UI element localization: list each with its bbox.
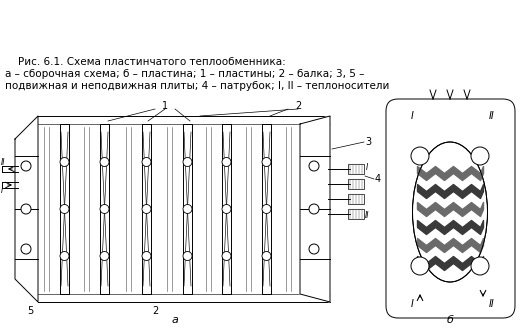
Text: а: а [171,315,178,325]
Text: Рис. 6.1. Схема пластинчатого теплообменника:: Рис. 6.1. Схема пластинчатого теплообмен… [18,57,286,67]
Circle shape [471,257,489,275]
Text: I: I [411,111,414,121]
Bar [348,164,364,174]
Circle shape [411,257,429,275]
Circle shape [309,161,319,171]
Circle shape [309,244,319,254]
Bar [424,99,476,104]
Circle shape [21,244,31,254]
Circle shape [60,252,69,261]
Circle shape [222,204,231,213]
Text: I: I [1,185,3,194]
Circle shape [142,252,151,261]
Circle shape [262,204,271,213]
Circle shape [142,158,151,167]
Circle shape [222,158,231,167]
Bar [60,124,69,294]
Circle shape [471,147,489,165]
Circle shape [183,252,192,261]
Text: б: б [446,315,453,325]
Bar [142,124,151,294]
Circle shape [183,204,192,213]
Text: II: II [489,299,495,309]
Circle shape [21,161,31,171]
Circle shape [222,252,231,261]
Circle shape [21,204,31,214]
Circle shape [411,147,429,165]
Circle shape [309,204,319,214]
Bar [348,209,364,219]
Text: I: I [366,163,368,171]
Circle shape [262,252,271,261]
Circle shape [60,158,69,167]
Text: II: II [489,111,495,121]
Text: 1: 1 [162,101,168,111]
Text: а – сборочная схема; б – пластина; 1 – пластины; 2 – балка; 3, 5 –: а – сборочная схема; б – пластина; 1 – п… [5,69,364,79]
Circle shape [100,252,109,261]
Ellipse shape [413,142,488,282]
Bar [348,194,364,204]
Bar [432,104,469,111]
Text: 5: 5 [27,306,33,316]
Polygon shape [300,116,330,302]
Text: подвижная и неподвижная плиты; 4 – патрубок; I, II – теплоносители: подвижная и неподвижная плиты; 4 – патру… [5,81,389,91]
Text: II: II [365,211,369,220]
Bar [222,124,231,294]
Circle shape [60,204,69,213]
Circle shape [183,158,192,167]
Bar [100,124,109,294]
Circle shape [142,204,151,213]
Polygon shape [15,116,38,302]
Circle shape [100,158,109,167]
Text: II: II [1,158,5,167]
Text: 3: 3 [365,137,371,147]
FancyBboxPatch shape [386,99,515,318]
Bar [348,179,364,189]
Text: 2: 2 [152,306,158,316]
Text: I: I [411,299,414,309]
Bar [183,124,192,294]
Text: 4: 4 [375,174,381,184]
Circle shape [262,158,271,167]
Text: 2: 2 [295,101,301,111]
Bar [262,124,271,294]
Circle shape [100,204,109,213]
